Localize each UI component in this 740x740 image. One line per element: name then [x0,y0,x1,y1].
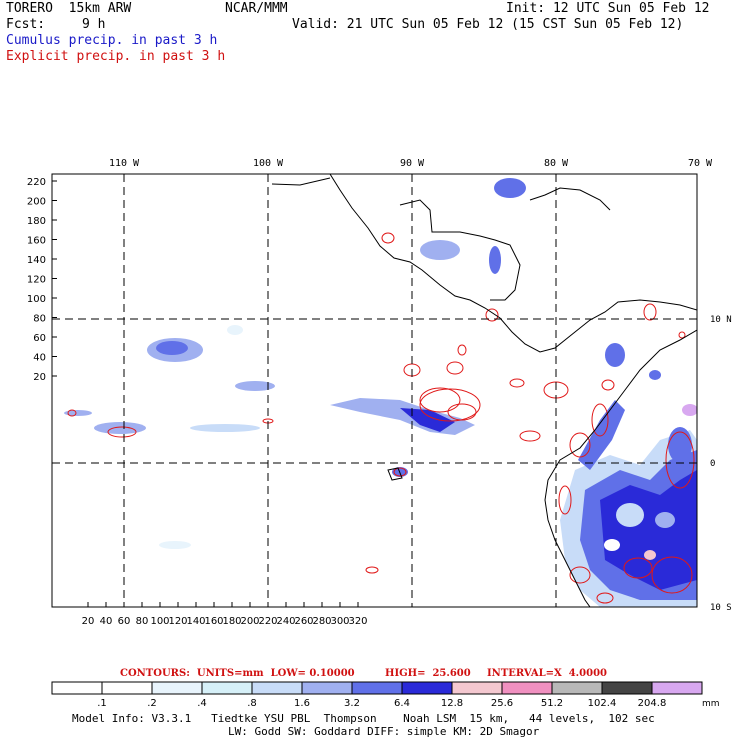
map-frame [51,173,698,608]
colorbar-swatch [201,681,253,695]
colorbar-level: 6.4 [394,698,410,709]
y-tick-label: 20 [33,372,46,383]
x-tick-label: 200 [240,616,259,627]
lon-label: 80 W [544,158,569,169]
forecast-label: Fcst: [6,17,46,32]
lat-label: 0 [710,459,715,469]
y-tick-label: 100 [27,294,46,305]
map-field [64,174,697,607]
valid-time: Valid: 21 UTC Sun 05 Feb 12 (15 CST Sun … [292,17,684,32]
x-tick-label: 140 [186,616,205,627]
model-title: TORERO 15km ARW [6,1,132,16]
colorbar-swatch [451,681,503,695]
lon-label: 100 W [253,158,284,169]
contour-interval: INTERVAL=X 4.0000 [487,668,607,679]
y-tick-label: 60 [33,333,46,344]
x-tick-label: 60 [118,616,131,627]
colorbar-level: 51.2 [541,698,563,709]
colorbar-unit: mm [702,699,720,709]
y-tick-label: 180 [27,216,46,227]
x-tick-label: 320 [348,616,367,627]
x-tick-label: 20 [82,616,95,627]
explicit-precip-legend: Explicit precip. in past 3 h [6,49,226,64]
x-tick-label: 180 [222,616,241,627]
colorbar-swatch [151,681,203,695]
colorbar-swatch [101,681,153,695]
colorbar: .1.2.4.8 1.6 3.2 6.4 12.8 25.6 51.2 102.4 204.8 … [51,681,720,709]
y-tick-label: 80 [33,314,46,325]
organization-label: NCAR/MMM [225,1,288,16]
colorbar-level: 25.6 [491,698,513,709]
x-tick-label: 80 [136,616,149,627]
y-tick-label: 220 [27,177,46,188]
x-tick-label: 220 [258,616,277,627]
colorbar-level: 1.6 [294,698,310,709]
lon-labels: 110 W 100 W 90 W 80 W 70 W [109,158,713,169]
cumulus-precip-legend: Cumulus precip. in past 3 h [6,33,218,48]
colorbar-level: 204.8 [638,698,667,709]
colorbar-swatch [651,681,703,695]
colorbar-level: 12.8 [441,698,463,709]
lat-label: 10 S [710,603,732,613]
x-tick-label: 280 [312,616,331,627]
colorbar-level: 3.2 [344,698,360,709]
colorbar-swatch [251,681,303,695]
y-tick-label: 160 [27,236,46,247]
colorbar-swatch [51,681,103,695]
colorbar-level: .4 [197,698,207,709]
colorbar-level: .8 [247,698,257,709]
x-tick-label: 40 [100,616,113,627]
colorbar-swatch [301,681,353,695]
lon-label: 70 W [688,158,713,169]
y-tick-label: 200 [27,197,46,208]
init-time: Init: 12 UTC Sun 05 Feb 12 [506,1,710,16]
x-tick-label: 260 [294,616,313,627]
cumulus-precip-areas [64,178,697,607]
x-tick-label: 120 [168,616,187,627]
x-tick-label: 300 [330,616,349,627]
x-tick-label: 100 [150,616,169,627]
colorbar-swatch [501,681,553,695]
y-tick-label: 40 [33,353,46,364]
x-axis-ticks: 20 40 60 80 10012014016018020022024026028030… [82,602,368,627]
colorbar-swatch [401,681,453,695]
contour-high: HIGH= 25.600 [385,668,471,679]
y-tick-label: 120 [27,275,46,286]
colorbar-swatch [551,681,603,695]
explicit-precip-contours [67,232,695,604]
model-info-line2: LW: Godd SW: Goddard DIFF: simple KM: 2D… [228,725,540,738]
colorbar-level: .2 [147,698,157,709]
x-tick-label: 240 [276,616,295,627]
lat-labels: 10 N 0 10 S [710,315,732,613]
colorbar-swatch [601,681,653,695]
lat-label: 10 N [710,315,732,325]
lon-label: 90 W [400,158,425,169]
lat-lon-grid [52,174,697,607]
colorbar-level: .1 [97,698,107,709]
coastlines [271,174,697,607]
y-axis-ticks: 220 200 180 160 140 120 100 80 60 40 20 [27,177,57,383]
lon-label: 110 W [109,158,140,169]
colorbar-level: 102.4 [588,698,617,709]
colorbar-swatch [351,681,403,695]
x-tick-label: 160 [204,616,223,627]
forecast-hour: 9 h [82,17,106,32]
model-info-line1: Model Info: V3.3.1 Tiedtke YSU PBL Thomp… [72,712,655,725]
contour-units: CONTOURS: UNITS=mm LOW= 0.10000 [120,668,355,679]
y-tick-label: 140 [27,255,46,266]
